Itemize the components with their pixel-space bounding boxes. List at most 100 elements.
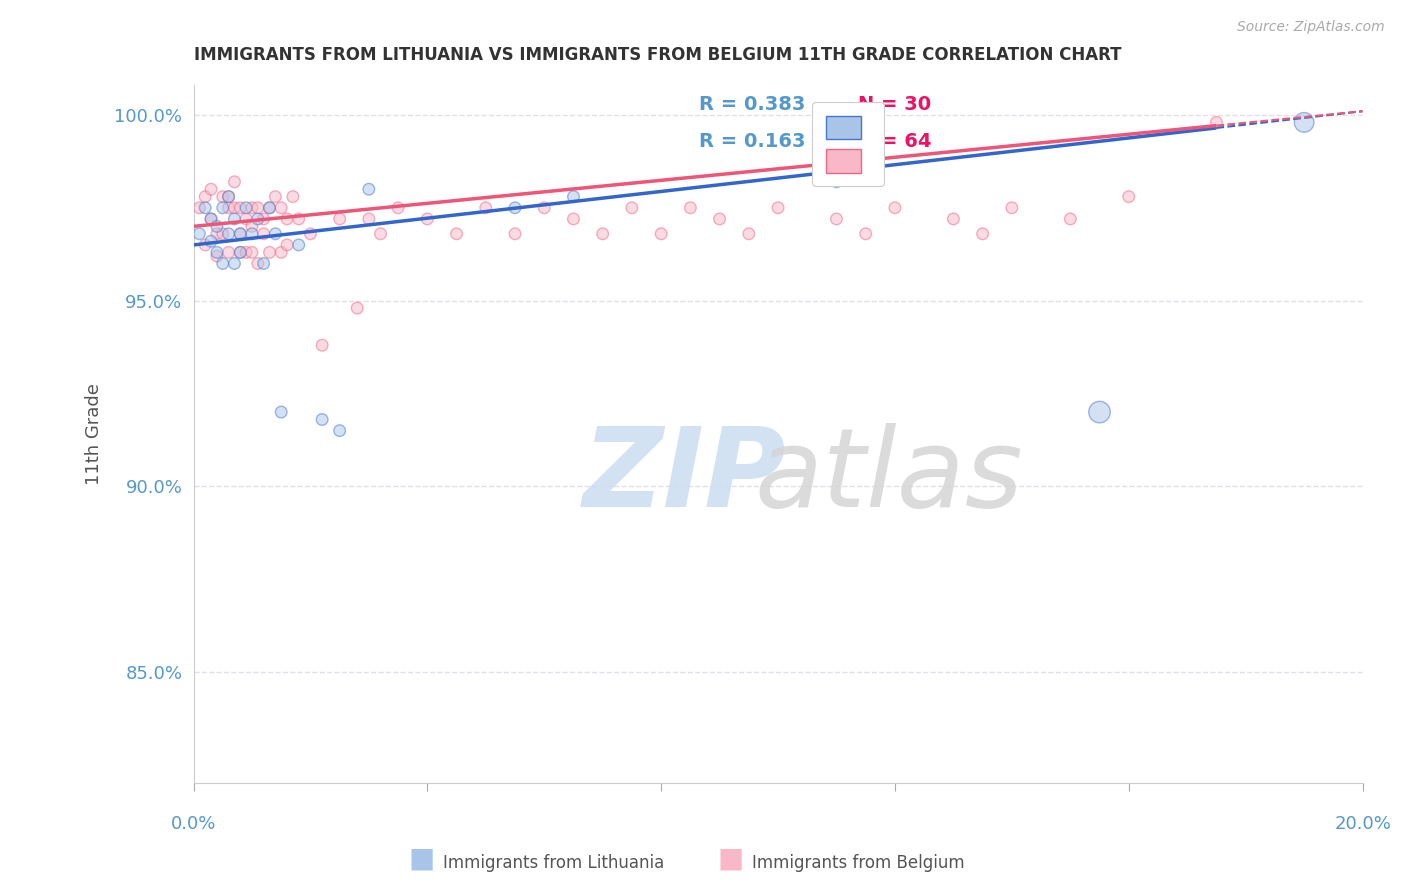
Point [270, 245, 292, 260]
Point [229, 245, 252, 260]
Text: Immigrants from Belgium: Immigrants from Belgium [752, 855, 965, 872]
Point [259, 201, 281, 215]
Point [346, 301, 368, 315]
Point [287, 211, 309, 226]
Point [211, 227, 233, 241]
Point [188, 201, 211, 215]
Text: ■: ■ [718, 845, 744, 872]
Point [253, 211, 276, 226]
Point [357, 211, 380, 226]
Point [311, 338, 333, 352]
Point [855, 227, 877, 241]
Point [240, 201, 263, 215]
Point [679, 201, 702, 215]
Point [240, 219, 263, 234]
Point [188, 227, 211, 241]
Text: ZIP: ZIP [582, 423, 786, 530]
Point [205, 219, 228, 234]
Point [211, 189, 233, 203]
Point [533, 201, 555, 215]
Text: R = 0.163: R = 0.163 [699, 132, 806, 151]
Point [194, 189, 217, 203]
Point [218, 245, 240, 260]
Text: R = 0.383: R = 0.383 [699, 95, 804, 113]
Point [205, 245, 228, 260]
Point [972, 227, 994, 241]
Text: N = 30: N = 30 [858, 95, 931, 113]
Text: 20.0%: 20.0% [1334, 815, 1391, 833]
Legend: , : , [813, 102, 884, 186]
Point [738, 227, 761, 241]
Point [224, 175, 246, 189]
Point [942, 211, 965, 226]
Point [1059, 211, 1081, 226]
Point [194, 201, 217, 215]
Point [224, 256, 246, 270]
Point [562, 211, 585, 226]
Point [825, 175, 848, 189]
Point [253, 227, 276, 241]
Point [229, 201, 252, 215]
Point [235, 201, 257, 215]
Point [205, 249, 228, 263]
Point [650, 227, 672, 241]
Point [246, 201, 269, 215]
Point [299, 227, 322, 241]
Point [1001, 201, 1024, 215]
Point [224, 201, 246, 215]
Point [475, 201, 498, 215]
Point [357, 182, 380, 196]
Point [329, 424, 352, 438]
Point [270, 405, 292, 419]
Text: 0.0%: 0.0% [172, 815, 217, 833]
Point [1118, 189, 1140, 203]
Point [218, 227, 240, 241]
Point [1088, 405, 1111, 419]
Point [446, 227, 468, 241]
Point [1294, 115, 1316, 129]
Point [200, 211, 222, 226]
Text: ■: ■ [409, 845, 434, 872]
Point [218, 201, 240, 215]
Text: Source: ZipAtlas.com: Source: ZipAtlas.com [1237, 20, 1385, 34]
Text: atlas: atlas [755, 423, 1024, 530]
Point [259, 245, 281, 260]
Point [287, 238, 309, 252]
Point [211, 256, 233, 270]
Point [205, 227, 228, 241]
Point [200, 182, 222, 196]
Point [235, 245, 257, 260]
Point [709, 211, 731, 226]
Point [246, 211, 269, 226]
Point [592, 227, 614, 241]
Point [211, 201, 233, 215]
Point [253, 256, 276, 270]
Point [387, 201, 409, 215]
Point [240, 245, 263, 260]
Point [503, 201, 526, 215]
Point [329, 211, 352, 226]
Point [229, 227, 252, 241]
Point [270, 201, 292, 215]
Y-axis label: 11th Grade: 11th Grade [86, 384, 103, 485]
Point [311, 412, 333, 426]
Point [194, 238, 217, 252]
Point [264, 189, 287, 203]
Point [246, 256, 269, 270]
Point [229, 227, 252, 241]
Point [370, 227, 392, 241]
Point [229, 245, 252, 260]
Point [281, 189, 304, 203]
Point [766, 201, 789, 215]
Point [218, 189, 240, 203]
Point [276, 238, 298, 252]
Text: N = 64: N = 64 [858, 132, 931, 151]
Point [218, 189, 240, 203]
Point [224, 211, 246, 226]
Point [1205, 115, 1227, 129]
Point [884, 201, 907, 215]
Point [825, 211, 848, 226]
Point [503, 227, 526, 241]
Point [259, 201, 281, 215]
Point [235, 211, 257, 226]
